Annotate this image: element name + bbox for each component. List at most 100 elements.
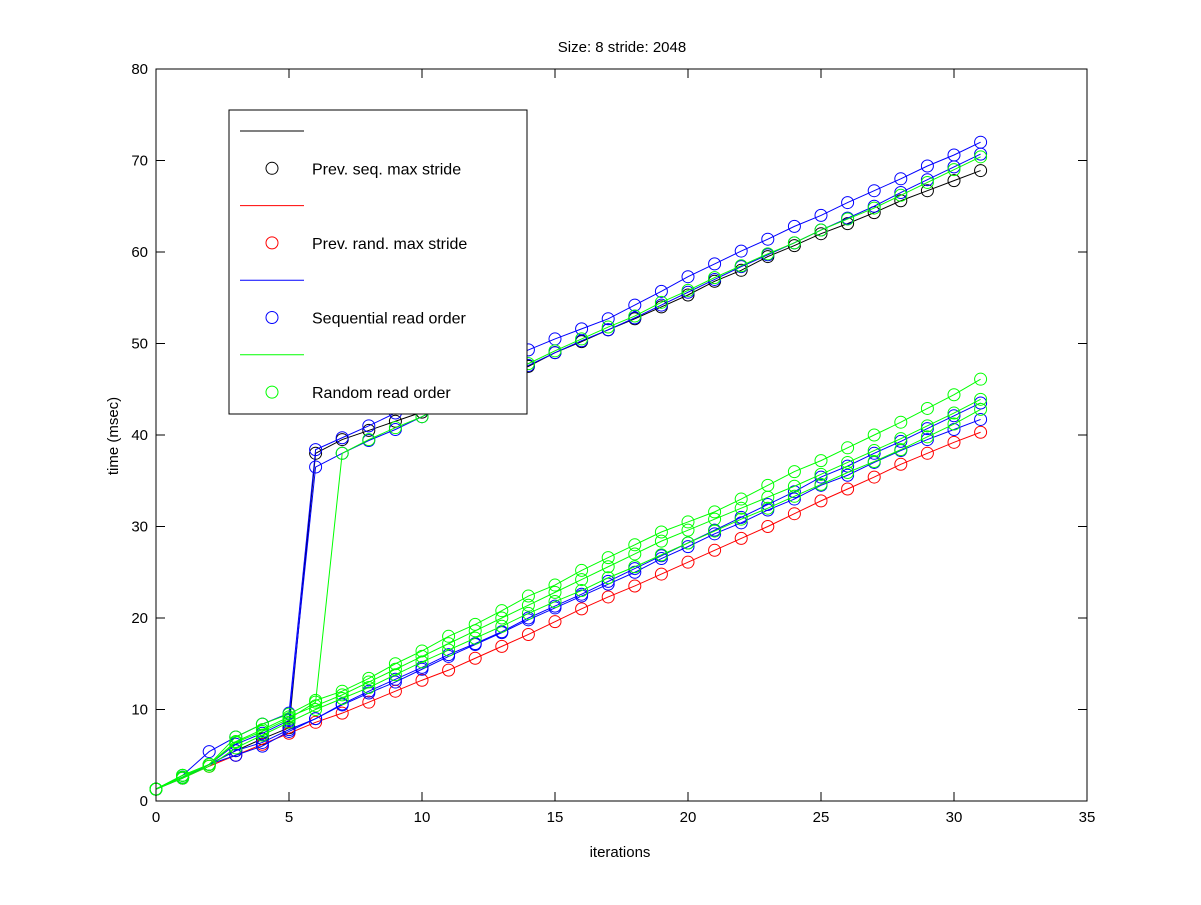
data-point [229, 741, 243, 755]
series-line [155, 378, 981, 790]
data-point [814, 477, 828, 491]
data-point [229, 744, 243, 758]
data-point [787, 236, 801, 250]
data-point [575, 332, 589, 346]
data-point [761, 247, 775, 261]
chart-title: Size: 8 stride: 2048 [558, 39, 686, 56]
data-point [787, 489, 801, 503]
data-point [202, 759, 216, 773]
data-point [362, 423, 376, 437]
data-point [681, 540, 695, 554]
data-point [920, 401, 934, 415]
data-point [521, 589, 535, 603]
x-tick-label: 25 [813, 809, 830, 826]
data-point [521, 606, 535, 620]
data-point [362, 419, 376, 433]
data-point [920, 175, 934, 189]
data-point [442, 648, 456, 662]
data-point [867, 201, 881, 215]
legend-entry-5: Sequential read order [265, 311, 467, 328]
data-point [734, 531, 748, 545]
data-point [734, 501, 748, 515]
series-line [155, 153, 981, 790]
data-point [708, 543, 722, 557]
data-point [787, 219, 801, 233]
data-point [362, 681, 376, 695]
data-point [335, 706, 349, 720]
data-point [814, 223, 828, 237]
data-point [761, 232, 775, 246]
data-point [362, 671, 376, 685]
data-point [708, 257, 722, 271]
series-line [155, 408, 981, 790]
series-line [155, 398, 981, 790]
data-point [229, 748, 243, 762]
data-point [787, 507, 801, 521]
data-point [495, 604, 509, 618]
data-point [628, 538, 642, 552]
data-point [548, 344, 562, 358]
data-point [442, 663, 456, 677]
data-point [282, 715, 296, 729]
data-point [654, 525, 668, 539]
data-point [681, 270, 695, 284]
data-point [309, 460, 323, 474]
data-point [628, 309, 642, 323]
data-point [548, 615, 562, 629]
data-point [521, 611, 535, 625]
data-point [309, 446, 323, 460]
data-point [442, 629, 456, 643]
data-point [575, 584, 589, 598]
legend-box [228, 109, 528, 415]
data-point [601, 312, 615, 326]
data-point [309, 712, 323, 726]
data-point [947, 417, 961, 431]
data-point [362, 695, 376, 709]
data-point [814, 494, 828, 508]
x-tick-label: 10 [414, 809, 431, 826]
data-point [761, 498, 775, 512]
data-point [548, 595, 562, 609]
data-point [388, 672, 402, 686]
data-point [681, 555, 695, 569]
data-point [309, 715, 323, 729]
legend-entry-3: Prev. rand. max stride [265, 236, 467, 253]
data-point [202, 745, 216, 759]
data-point [974, 150, 988, 164]
data-point [920, 446, 934, 460]
legend: Prev. seq. max stride Prev. rand. max str… [228, 109, 528, 415]
data-point [575, 587, 589, 601]
data-point [734, 263, 748, 277]
data-point [654, 534, 668, 548]
data-point [787, 479, 801, 493]
x-tick-label: 30 [946, 809, 963, 826]
series-line [155, 156, 981, 790]
data-point [415, 655, 429, 669]
data-point [548, 585, 562, 599]
y-tick-label: 20 [131, 610, 148, 627]
data-point [521, 627, 535, 641]
data-point [974, 425, 988, 439]
data-point [920, 419, 934, 433]
ticks-layer: 0 5 10 15 20 25 30 35 0 10 20 30 40 50 60 70 80 [131, 61, 1095, 826]
data-point [548, 578, 562, 592]
data-point [362, 433, 376, 447]
legend-marker-swatch [265, 385, 279, 399]
data-point [841, 212, 855, 226]
series-line [155, 141, 981, 790]
data-point [388, 668, 402, 682]
data-point [521, 598, 535, 612]
data-point [841, 466, 855, 480]
data-point [628, 298, 642, 312]
y-tick-label: 0 [140, 793, 148, 810]
data-point [415, 673, 429, 687]
data-point [734, 492, 748, 506]
data-point [654, 567, 668, 581]
data-point [681, 515, 695, 529]
data-point [255, 735, 269, 749]
data-point [974, 412, 988, 426]
data-point [841, 455, 855, 469]
data-point [309, 699, 323, 713]
data-point [335, 446, 349, 460]
x-tick-label: 35 [1079, 809, 1096, 826]
